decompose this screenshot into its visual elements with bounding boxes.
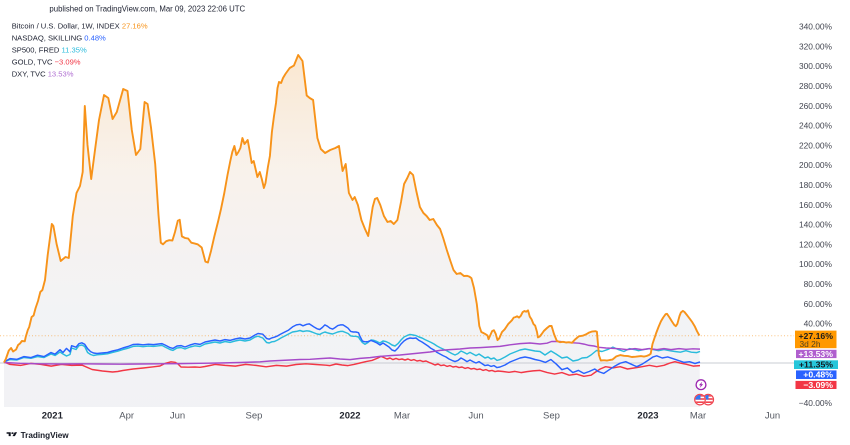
svg-text:Mar: Mar: [690, 411, 706, 422]
svg-text:−40.00%: −40.00%: [799, 398, 833, 408]
svg-text:Jun: Jun: [468, 411, 483, 422]
svg-text:2021: 2021: [42, 411, 64, 422]
svg-text:+11.35%: +11.35%: [799, 360, 833, 370]
svg-text:+0.48%: +0.48%: [803, 370, 833, 380]
svg-text:300.00%: 300.00%: [799, 61, 833, 71]
svg-text:2023: 2023: [637, 411, 658, 422]
svg-text:Sep: Sep: [543, 411, 560, 422]
svg-text:Bitcoin / U.S. Dollar, 1W, IND: Bitcoin / U.S. Dollar, 1W, INDEX 27.16%: [12, 21, 148, 30]
svg-text:GOLD, TVC −3.09%: GOLD, TVC −3.09%: [12, 57, 81, 66]
svg-text:2022: 2022: [339, 411, 360, 422]
svg-text:Mar: Mar: [394, 411, 410, 422]
svg-text:100.00%: 100.00%: [799, 259, 833, 269]
svg-text:SP500, FRED 11.35%: SP500, FRED 11.35%: [12, 45, 87, 54]
svg-text:Sep: Sep: [246, 411, 263, 422]
svg-text:60.00%: 60.00%: [804, 299, 833, 309]
svg-text:Apr: Apr: [119, 411, 134, 422]
svg-text:40.00%: 40.00%: [804, 319, 833, 329]
svg-text:DXY, TVC 13.53%: DXY, TVC 13.53%: [12, 69, 74, 78]
svg-text:3d 2h: 3d 2h: [800, 339, 821, 349]
svg-text:120.00%: 120.00%: [799, 239, 833, 249]
svg-text:TradingView: TradingView: [21, 431, 70, 440]
svg-text:NASDAQ, SKILLING 0.48%: NASDAQ, SKILLING 0.48%: [12, 33, 106, 42]
svg-text:320.00%: 320.00%: [799, 41, 833, 51]
svg-text:140.00%: 140.00%: [799, 220, 833, 230]
svg-text:Jun: Jun: [170, 411, 185, 422]
svg-text:published on TradingView.com,: published on TradingView.com, Mar 09, 20…: [49, 4, 245, 13]
svg-text:160.00%: 160.00%: [799, 200, 833, 210]
svg-text:Jun: Jun: [765, 411, 780, 422]
svg-text:+27.16%: +27.16%: [798, 331, 833, 341]
svg-text:260.00%: 260.00%: [799, 101, 833, 111]
svg-text:80.00%: 80.00%: [804, 279, 833, 289]
svg-text:240.00%: 240.00%: [799, 121, 833, 131]
svg-text:340.00%: 340.00%: [799, 22, 833, 32]
svg-text:200.00%: 200.00%: [799, 160, 833, 170]
svg-text:+13.53%: +13.53%: [798, 349, 833, 359]
svg-text:280.00%: 280.00%: [799, 81, 833, 91]
svg-text:−3.09%: −3.09%: [803, 380, 833, 390]
svg-text:220.00%: 220.00%: [799, 140, 833, 150]
svg-text:180.00%: 180.00%: [799, 180, 833, 190]
